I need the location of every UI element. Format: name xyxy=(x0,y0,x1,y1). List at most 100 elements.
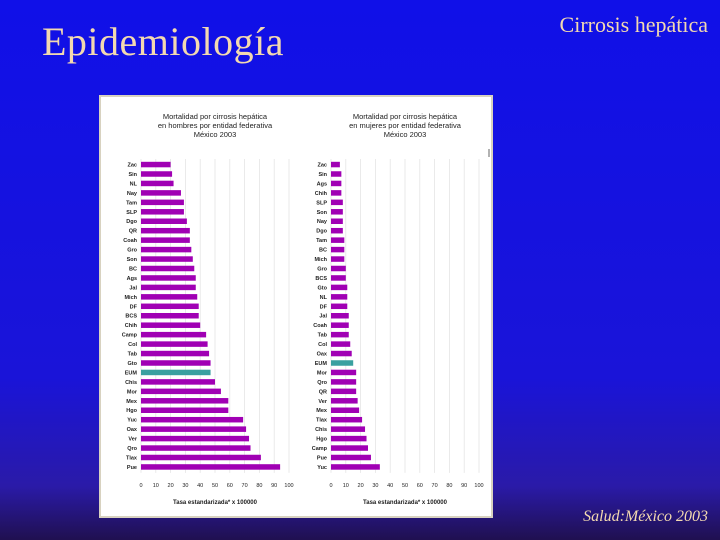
bar xyxy=(331,237,345,243)
x-tick-label: 0 xyxy=(139,483,142,489)
category-label: Nay xyxy=(317,219,328,225)
category-label: Col xyxy=(128,342,137,348)
category-label: Oax xyxy=(317,352,328,358)
category-label: Chis xyxy=(315,427,327,433)
x-tick-label: 80 xyxy=(256,483,262,489)
category-label: Tab xyxy=(318,333,328,339)
category-label: Tlax xyxy=(316,418,328,424)
bar xyxy=(141,379,215,385)
category-label: Mex xyxy=(126,399,138,405)
chart-title-line: en hombres por entidad federativa xyxy=(158,121,273,130)
x-tick-label: 100 xyxy=(284,483,293,489)
bar xyxy=(331,454,371,461)
bar xyxy=(331,180,342,187)
category-label: Son xyxy=(317,210,328,216)
category-label: DF xyxy=(130,304,138,310)
x-tick-label: 40 xyxy=(197,483,203,489)
bar xyxy=(331,256,345,262)
bar xyxy=(141,246,192,253)
category-label: Hgo xyxy=(316,437,327,443)
category-label: BCS xyxy=(125,314,137,320)
category-label: Qro xyxy=(317,380,327,386)
bar xyxy=(331,445,368,451)
category-label: Col xyxy=(318,342,327,348)
category-label: BCS xyxy=(315,276,327,282)
bar xyxy=(331,426,366,432)
bar xyxy=(331,161,340,168)
x-tick-label: 20 xyxy=(168,483,174,489)
bar xyxy=(141,180,174,187)
x-tick-label: 70 xyxy=(242,483,248,489)
bar xyxy=(141,284,196,291)
x-tick-label: 20 xyxy=(358,483,364,489)
bar xyxy=(331,190,342,196)
bar xyxy=(331,218,343,224)
bar xyxy=(141,322,201,328)
chart-title-line: Mortalidad por cirrosis hepática xyxy=(163,112,268,121)
bar xyxy=(141,341,208,347)
bar xyxy=(331,199,343,206)
category-label: Jal xyxy=(319,314,327,320)
x-tick-label: 90 xyxy=(271,483,277,489)
category-label: EUM xyxy=(315,361,328,367)
bar xyxy=(141,464,281,470)
bar xyxy=(141,275,196,281)
x-tick-label: 60 xyxy=(227,483,233,489)
category-label: Pue xyxy=(317,455,327,461)
category-label: Chih xyxy=(315,191,328,197)
category-label: Tab xyxy=(128,352,138,358)
chart-title-line: en mujeres por entidad federativa xyxy=(349,121,462,130)
category-label: Tam xyxy=(316,238,327,244)
bar xyxy=(141,398,229,404)
category-label: Tam xyxy=(126,200,137,206)
category-label: Sin xyxy=(318,172,327,178)
bar xyxy=(331,369,357,376)
bar xyxy=(331,331,349,338)
bar xyxy=(141,435,250,442)
category-label: Chis xyxy=(125,380,137,386)
category-label: Yuc xyxy=(127,418,137,424)
bar xyxy=(141,209,184,215)
category-label: Nay xyxy=(127,191,138,197)
bar xyxy=(141,171,173,177)
x-axis-label: Tasa estandarizada* x 100000 xyxy=(173,500,258,506)
category-label: Son xyxy=(127,257,138,263)
bar xyxy=(331,294,348,300)
bar xyxy=(331,171,342,177)
category-label: Ver xyxy=(128,437,137,443)
category-label: SLP xyxy=(126,210,137,216)
category-label: Ver xyxy=(318,399,327,405)
bar xyxy=(141,227,190,234)
category-label: Sin xyxy=(128,172,137,178)
chart-frame: Mortalidad por cirrosis hepática en hombr… xyxy=(99,95,493,518)
category-label: Gto xyxy=(318,285,328,291)
category-label: Mor xyxy=(127,389,138,395)
category-label: BC xyxy=(129,266,137,272)
bar xyxy=(331,303,348,310)
category-label: Gro xyxy=(317,266,327,272)
bar xyxy=(141,407,229,413)
bar xyxy=(141,426,247,432)
chart-title-line: Mortalidad por cirrosis hepática xyxy=(353,112,458,121)
bar xyxy=(141,360,211,366)
category-label: SLP xyxy=(316,200,327,206)
bar xyxy=(331,350,352,357)
bar xyxy=(331,407,360,413)
x-tick-label: 30 xyxy=(182,483,188,489)
category-label: Jal xyxy=(129,285,137,291)
bar xyxy=(141,369,211,376)
category-label: Tlax xyxy=(126,455,138,461)
bar xyxy=(141,294,198,300)
category-label: Dgo xyxy=(316,229,327,235)
x-tick-label: 50 xyxy=(212,483,218,489)
bar xyxy=(141,256,193,262)
slide-title: Epidemiología xyxy=(42,19,285,64)
category-label: QR xyxy=(319,389,327,395)
bar xyxy=(331,341,351,347)
category-label: Oax xyxy=(127,427,138,433)
category-label: Mor xyxy=(317,370,328,376)
x-tick-label: 100 xyxy=(474,483,483,489)
bar xyxy=(331,246,345,253)
